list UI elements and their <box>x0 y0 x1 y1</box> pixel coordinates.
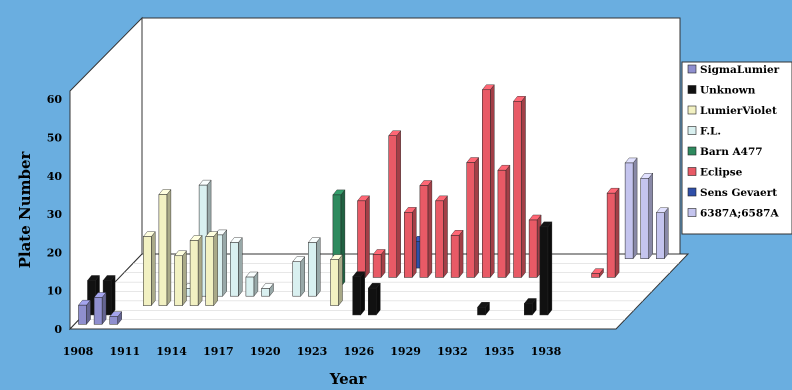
bar <box>497 164 511 279</box>
bar <box>261 282 274 297</box>
legend-box <box>681 61 792 235</box>
bar <box>419 179 433 279</box>
bar <box>205 231 219 307</box>
legend-label: Barn A477 <box>700 146 763 158</box>
legend-swatch <box>687 64 697 74</box>
y-tick-label: 60 <box>47 93 63 106</box>
bar <box>189 234 203 307</box>
x-tick-labels: 1908 1911 1914 1917 1920 1923 1926 1929 1932 1935… <box>63 345 562 358</box>
y-tick-label: 30 <box>47 208 63 221</box>
bar <box>330 254 343 307</box>
bar <box>655 207 669 260</box>
x-tick-label: 1923 <box>297 345 328 358</box>
y-tick-label: 50 <box>47 132 63 145</box>
x-tick-label: 1932 <box>437 345 468 358</box>
y-tick-label: 20 <box>47 246 63 259</box>
y-tick-label: 10 <box>47 285 63 298</box>
bar <box>523 297 537 316</box>
bar <box>466 156 480 279</box>
bar <box>102 274 116 316</box>
y-tick-label: 0 <box>54 323 62 336</box>
legend-label: SigmaLumier <box>700 64 780 76</box>
bar <box>450 229 464 279</box>
legend-swatch <box>687 126 697 135</box>
legend: SigmaLumier Unknown LumierViolet F.L. Barn A… <box>681 61 792 235</box>
x-tick-label: 1935 <box>484 345 515 358</box>
bar <box>591 268 604 279</box>
x-tick-label: 1920 <box>250 345 281 358</box>
x-tick-label: 1938 <box>531 345 562 358</box>
bar <box>367 282 381 316</box>
legend-swatch <box>687 187 697 197</box>
bar <box>481 84 495 279</box>
legend-swatch <box>687 85 697 94</box>
x-tick-label: 1911 <box>109 345 140 358</box>
bar <box>78 299 91 325</box>
legend-swatch <box>687 208 697 217</box>
bar <box>245 271 259 297</box>
legend-label: LumierViolet <box>700 105 777 117</box>
x-tick-label: 1929 <box>390 345 421 358</box>
bar <box>158 188 172 307</box>
y-tick-label: 40 <box>47 170 63 183</box>
legend-items: SigmaLumier Unknown LumierViolet F.L. Barn A… <box>687 64 780 220</box>
legend-label: Eclipse <box>700 167 743 179</box>
bar <box>528 214 542 279</box>
bar <box>640 172 654 260</box>
bar <box>229 236 243 297</box>
bar <box>624 157 638 260</box>
legend-label: 6387A;6587A <box>700 208 779 220</box>
bar <box>174 250 187 307</box>
bar <box>513 95 526 279</box>
bar <box>435 195 448 279</box>
bar <box>352 271 366 316</box>
y-axis-title: Plate Number <box>16 151 34 269</box>
y-tick-labels: 0 10 20 30 40 50 60 <box>47 93 63 336</box>
bar <box>403 206 417 279</box>
legend-swatch <box>687 167 697 176</box>
legend-swatch <box>687 105 697 115</box>
bar <box>142 231 156 307</box>
bar <box>388 130 402 279</box>
bar <box>93 291 107 325</box>
legend-label: Unknown <box>700 85 756 97</box>
bar <box>477 301 490 316</box>
x-tick-label: 1914 <box>156 345 187 358</box>
x-tick-label: 1908 <box>63 345 94 358</box>
legend-label: F.L. <box>700 126 721 138</box>
legend-swatch <box>687 146 697 156</box>
x-axis-title: Year <box>329 370 368 388</box>
bar <box>307 236 321 297</box>
x-tick-label: 1926 <box>343 345 374 358</box>
bar <box>606 187 620 279</box>
bar <box>109 311 123 325</box>
bar <box>372 248 386 279</box>
bar <box>539 221 553 316</box>
bar <box>292 256 306 297</box>
chart-bars <box>78 84 669 325</box>
bar <box>357 195 370 279</box>
legend-label: Sens Gevaert <box>700 187 777 199</box>
x-tick-label: 1917 <box>203 345 234 358</box>
